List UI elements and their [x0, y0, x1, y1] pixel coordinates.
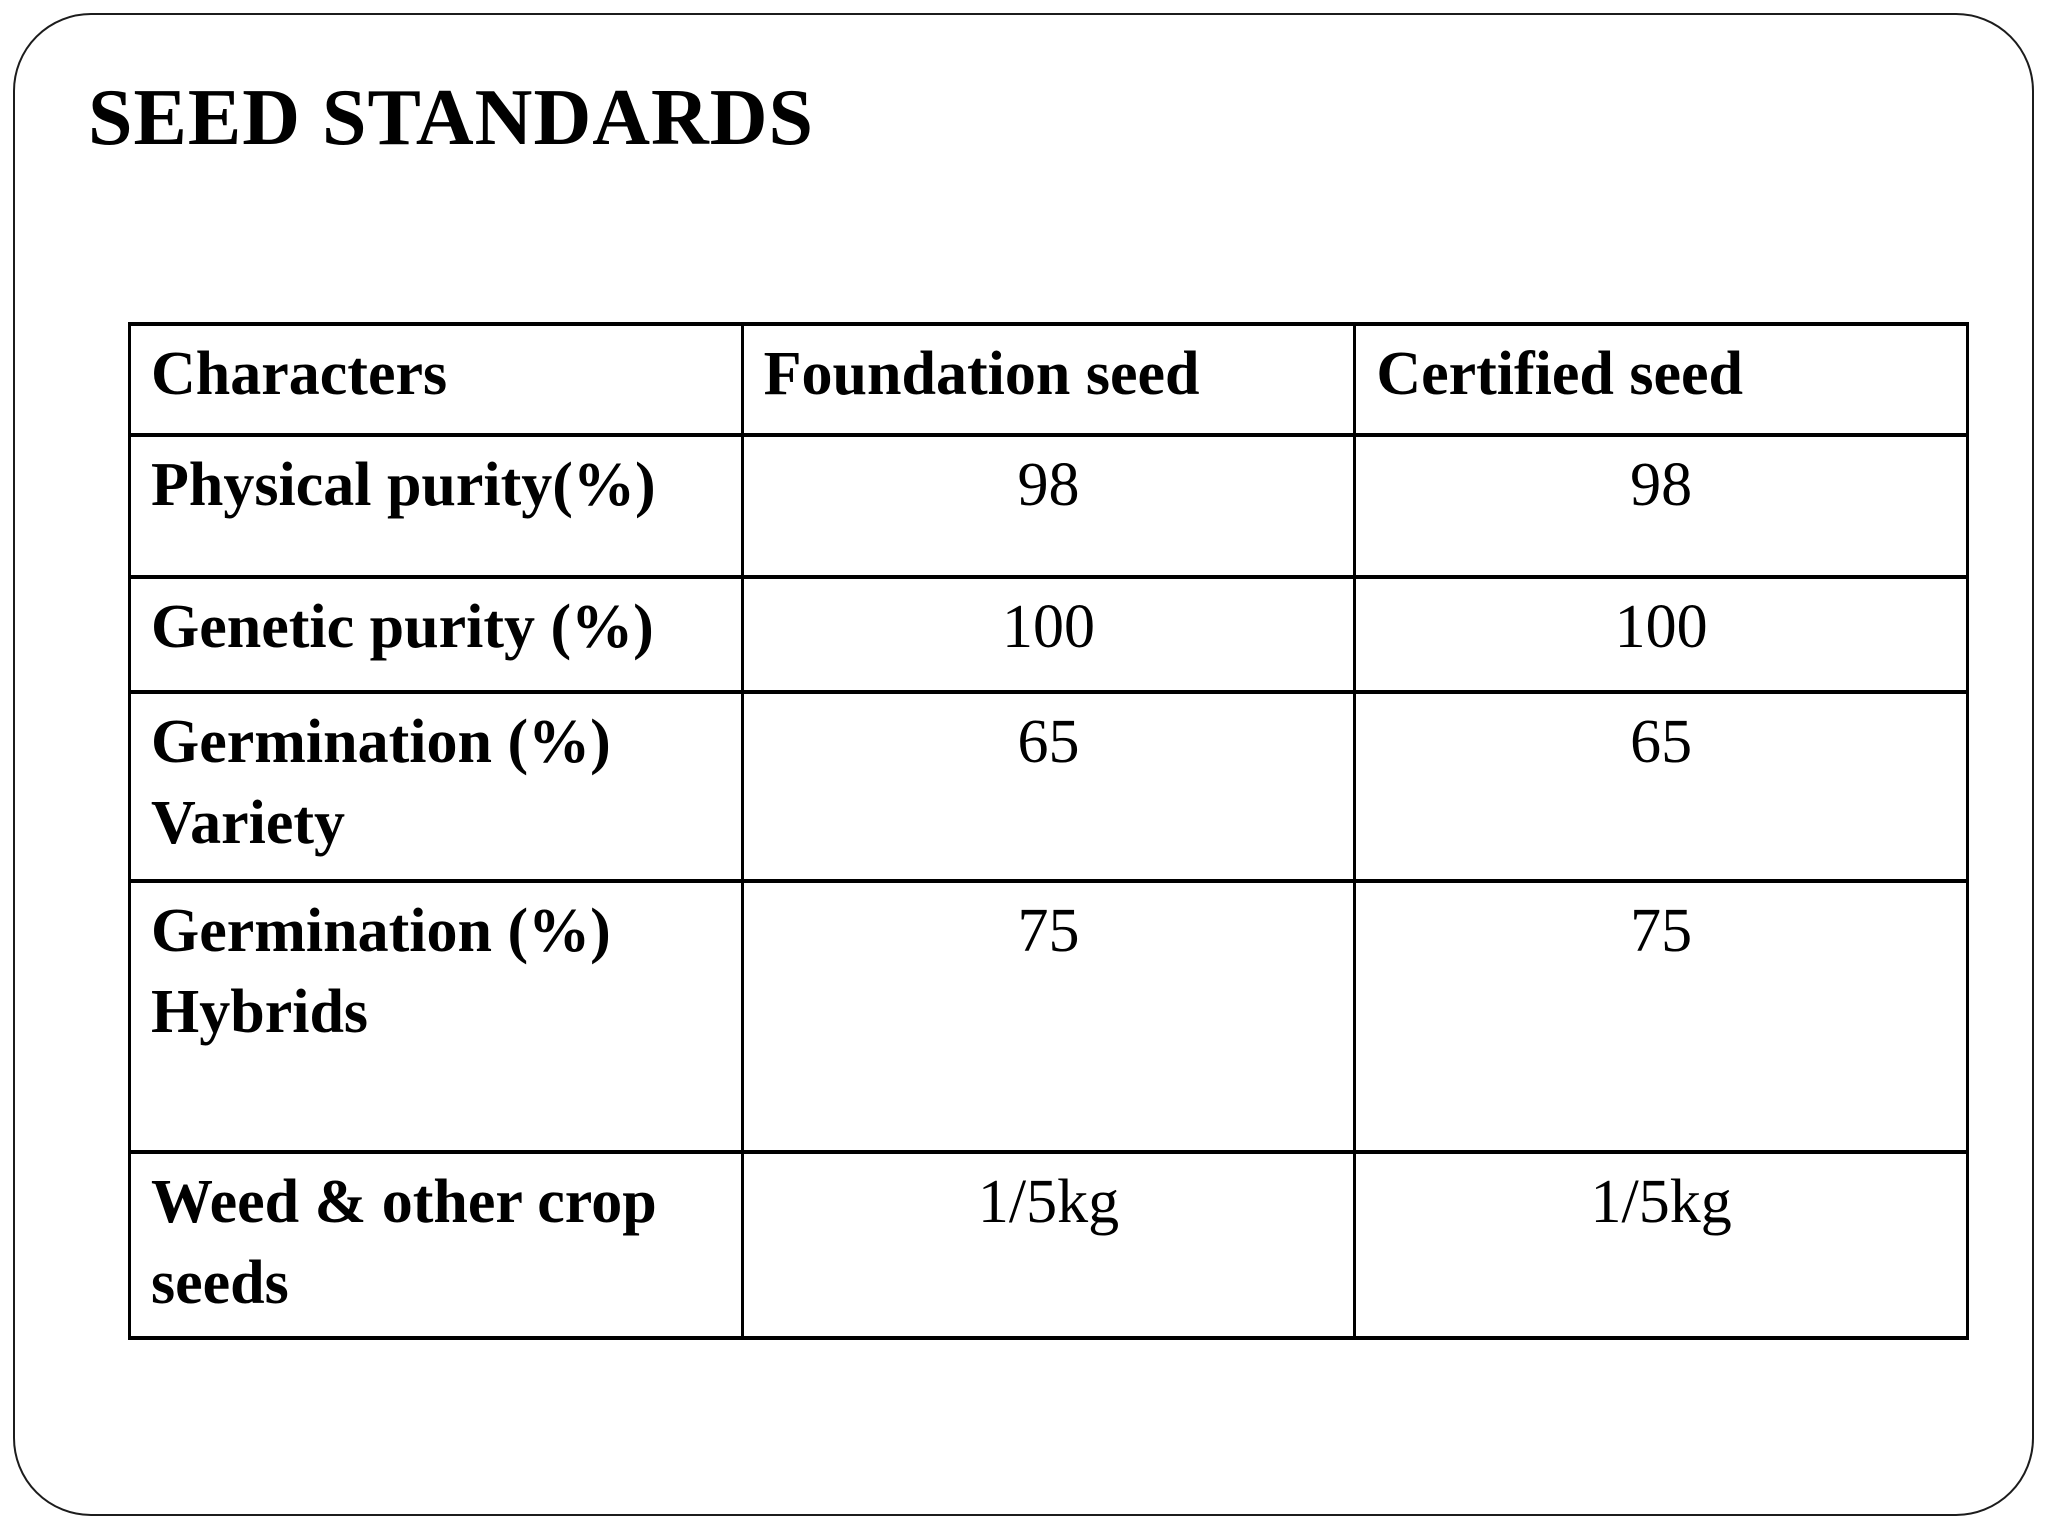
foundation-seed-value: 100 [740, 575, 1357, 694]
row-label: Physical purity(%) [128, 433, 744, 579]
table-row-physical-purity: Physical purity(%) 98 98 [128, 433, 1969, 579]
foundation-seed-value: 98 [740, 433, 1357, 579]
page-title: SEED STANDARDS [88, 74, 815, 162]
certified-seed-value: 98 [1353, 433, 1969, 579]
foundation-seed-value: 65 [740, 690, 1357, 883]
row-label: Germination (%) Variety [128, 690, 744, 883]
certified-seed-value: 1/5kg [1353, 1150, 1969, 1340]
foundation-seed-value: 1/5kg [740, 1150, 1357, 1340]
table-row-genetic-purity: Genetic purity (%) 100 100 [128, 575, 1969, 694]
table-row-weed-other-crop-seeds: Weed & other crop seeds 1/5kg 1/5kg [128, 1150, 1969, 1340]
header-characters: Characters [128, 322, 744, 437]
table-row-germination-hybrids: Germination (%) Hybrids 75 75 [128, 879, 1969, 1154]
header-certified-seed: Certified seed [1353, 322, 1969, 437]
row-label: Genetic purity (%) [128, 575, 744, 694]
certified-seed-value: 75 [1353, 879, 1969, 1154]
seed-standards-table: Characters Foundation seed Certified see… [128, 322, 1969, 1340]
row-label: Weed & other crop seeds [128, 1150, 744, 1340]
table-row-germination-variety: Germination (%) Variety 65 65 [128, 690, 1969, 883]
table-header-row: Characters Foundation seed Certified see… [128, 322, 1969, 437]
foundation-seed-value: 75 [740, 879, 1357, 1154]
certified-seed-value: 100 [1353, 575, 1969, 694]
certified-seed-value: 65 [1353, 690, 1969, 883]
row-label: Germination (%) Hybrids [128, 879, 744, 1154]
header-foundation-seed: Foundation seed [740, 322, 1357, 437]
